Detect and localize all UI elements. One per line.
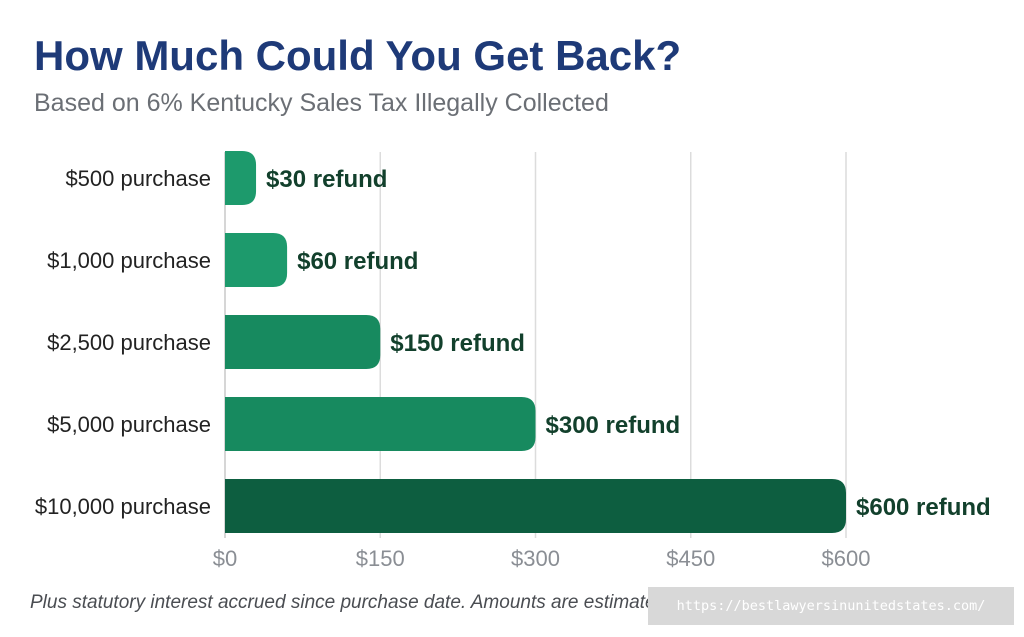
bar [225, 151, 257, 205]
data-label: $30 refund [266, 166, 387, 193]
category-label: $500 purchase [65, 166, 211, 191]
category-label: $1,000 purchase [47, 248, 211, 273]
data-label: $600 refund [856, 494, 991, 521]
bar [225, 315, 381, 369]
chart-title: How Much Could You Get Back? [34, 32, 682, 79]
x-tick-label: $600 [822, 546, 871, 571]
data-label: $60 refund [297, 248, 418, 275]
bar [225, 397, 536, 451]
bar [225, 233, 288, 287]
x-tick-label: $450 [666, 546, 715, 571]
chart-subtitle: Based on 6% Kentucky Sales Tax Illegally… [34, 89, 609, 117]
bar-chart: $500 purchase $30 refund $1,000 purchase $6… [35, 151, 991, 571]
x-tick-label: $0 [213, 546, 237, 571]
x-tick-label: $300 [511, 546, 560, 571]
category-label: $2,500 purchase [47, 330, 211, 355]
category-label: $10,000 purchase [35, 494, 211, 519]
data-label: $300 refund [546, 412, 681, 439]
category-label: $5,000 purchase [47, 412, 211, 437]
watermark-url: https://bestlawyersinunitedstates.com/ [648, 587, 1014, 625]
data-label: $150 refund [390, 330, 525, 357]
bar [225, 479, 846, 533]
x-tick-label: $150 [356, 546, 405, 571]
